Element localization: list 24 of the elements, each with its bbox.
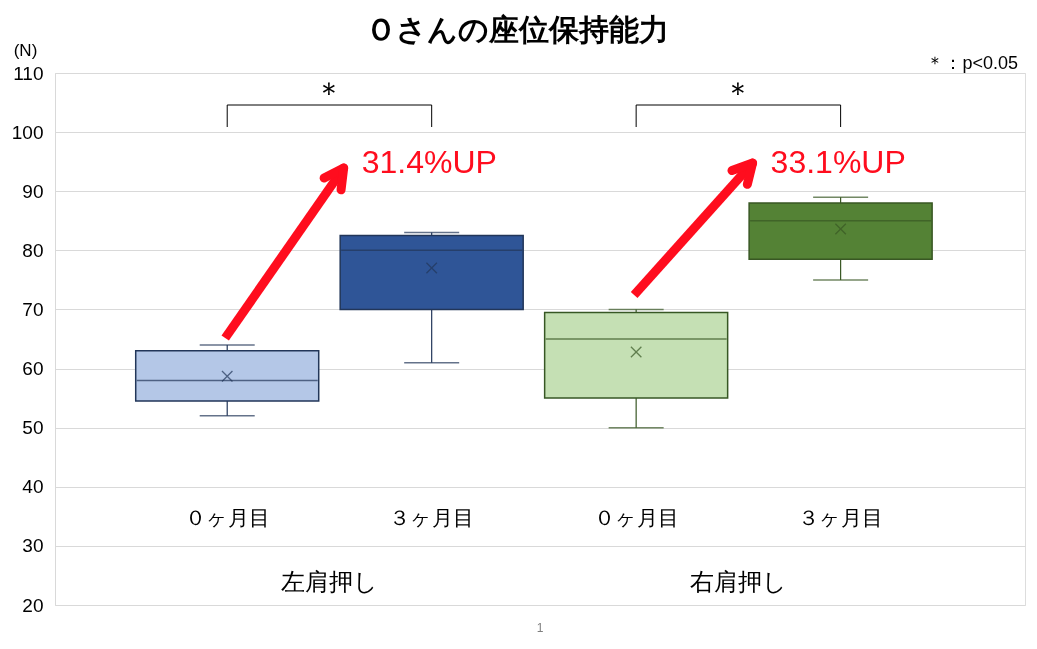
annotation: 左肩押し <box>280 568 378 595</box>
x-tick-label: ３ヶ月目 <box>389 505 475 529</box>
y-tick-label: 70 <box>22 298 44 320</box>
annotation: 31.4%UP <box>361 144 497 180</box>
y-tick-label: 110 <box>13 62 44 84</box>
text: 1 <box>536 621 544 635</box>
y-tick-label: 30 <box>22 535 44 557</box>
y-tick-label: 80 <box>22 239 44 261</box>
x-tick-label: ３ヶ月目 <box>798 505 884 529</box>
x-tick-label: ０ヶ月目 <box>184 505 270 529</box>
annotation: 右肩押し <box>689 568 787 595</box>
annotation: ＊ <box>723 76 754 109</box>
y-axis-title: (N) <box>13 40 38 60</box>
y-tick-label: 40 <box>22 476 44 498</box>
y-tick-label: 20 <box>22 594 44 616</box>
y-tick-label: 100 <box>11 121 44 143</box>
y-tick-label: 90 <box>22 180 44 202</box>
x-tick-label: ０ヶ月目 <box>593 505 679 529</box>
annotation: ＊ <box>314 76 345 109</box>
y-tick-label: 50 <box>22 417 44 439</box>
annotation: 33.1%UP <box>770 144 906 180</box>
y-tick-label: 60 <box>22 358 44 380</box>
text: ＊：p<0.05 <box>926 53 1018 73</box>
chart-title: Ｏさんの座位保持能力 <box>365 13 669 46</box>
